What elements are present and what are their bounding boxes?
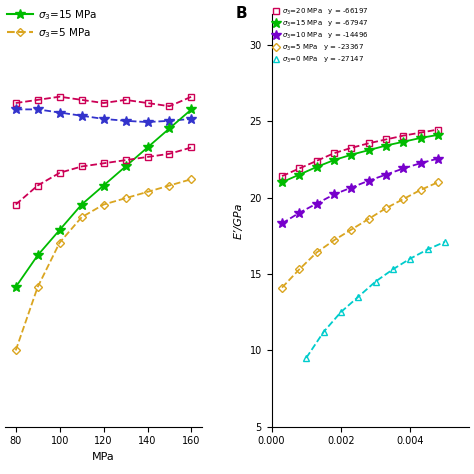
X-axis label: MPa: MPa bbox=[92, 452, 115, 462]
Y-axis label: E’/GPa: E’/GPa bbox=[234, 202, 244, 239]
Legend: $\sigma_3$=20 MPa   y = -66197, $\sigma_3$=15 MPa   y = -67947, $\sigma_3$=10 MP: $\sigma_3$=20 MPa y = -66197, $\sigma_3$… bbox=[272, 6, 369, 65]
Legend: $\sigma_3$=15 MPa, $\sigma_3$=5 MPa: $\sigma_3$=15 MPa, $\sigma_3$=5 MPa bbox=[5, 6, 100, 42]
Text: B: B bbox=[236, 6, 247, 21]
